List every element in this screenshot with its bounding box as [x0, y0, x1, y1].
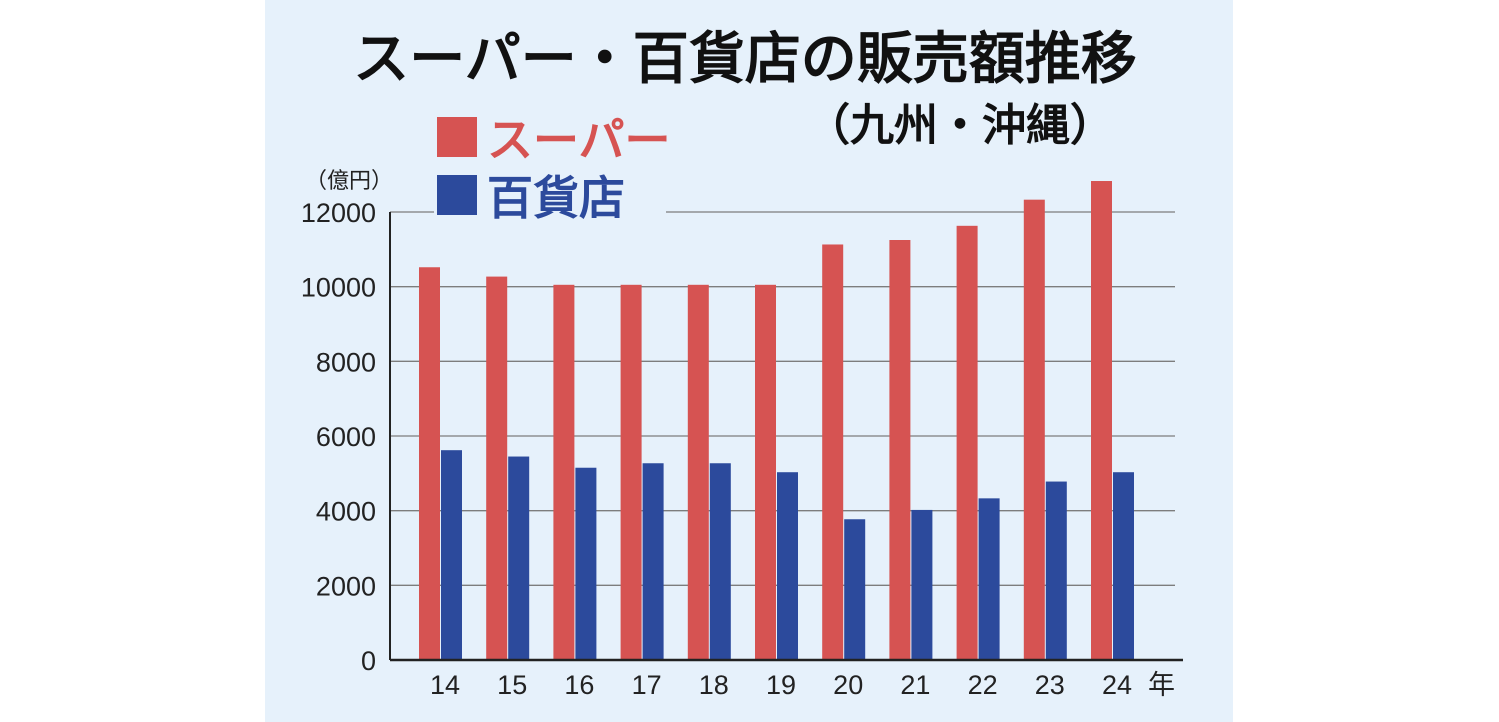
x-tick-label: 24 [1102, 670, 1132, 700]
x-axis-unit-label: 年 [1148, 670, 1175, 700]
bar-super [486, 276, 508, 660]
x-tick-label: 21 [900, 670, 930, 700]
bar-department-store [575, 467, 597, 660]
x-tick-label: 22 [968, 670, 998, 700]
y-tick-label: 8000 [316, 347, 376, 377]
chart-title: スーパー・百貨店の販売額推移 [353, 27, 1136, 92]
x-tick-label: 20 [833, 670, 863, 700]
legend-label-super: スーパー [487, 113, 671, 167]
bar-super [1023, 199, 1045, 660]
bar-super [419, 267, 440, 660]
bar-department-store [642, 463, 664, 660]
bars [419, 181, 1134, 661]
bar-super [553, 284, 575, 660]
y-tick-label: 10000 [301, 273, 376, 303]
bar-department-store [978, 498, 1000, 660]
x-tick-label: 16 [564, 670, 594, 700]
bar-department-store [1113, 472, 1134, 660]
bar-department-store [441, 450, 462, 660]
legend-swatch-department-store [437, 175, 477, 215]
bar-department-store [844, 519, 866, 660]
x-tick-label: 23 [1035, 670, 1065, 700]
bar-department-store [777, 472, 798, 660]
bar-super [1091, 181, 1112, 660]
bar-super [822, 244, 844, 661]
y-tick-label: 6000 [316, 422, 376, 452]
bar-department-store [911, 509, 933, 660]
y-axis-unit-label: （億円） [305, 169, 393, 194]
legend-label-department-store: 百貨店 [487, 171, 625, 225]
bar-super [956, 225, 978, 660]
y-tick-label: 12000 [301, 198, 376, 228]
bar-department-store [508, 456, 530, 660]
bar-department-store [1045, 481, 1067, 660]
y-tick-label: 4000 [316, 497, 376, 527]
bar-super [889, 240, 911, 660]
bar-super [620, 284, 642, 660]
y-tick-label: 0 [361, 646, 376, 676]
x-tick-label: 18 [699, 670, 729, 700]
bar-department-store [709, 463, 731, 660]
legend-swatch-super [437, 117, 477, 157]
axes: 0 2000 4000 6000 8000 10000 12000 14 15 16 17 18 19 2… [301, 198, 1183, 700]
y-tick-label: 2000 [316, 571, 376, 601]
x-tick-label: 17 [632, 670, 662, 700]
x-tick-label: 14 [430, 670, 460, 700]
chart-subtitle: （九州・沖縄） [806, 100, 1114, 151]
x-tick-label: 19 [766, 670, 796, 700]
bar-super [755, 284, 776, 660]
bar-super [687, 284, 709, 660]
x-tick-label: 15 [497, 670, 527, 700]
